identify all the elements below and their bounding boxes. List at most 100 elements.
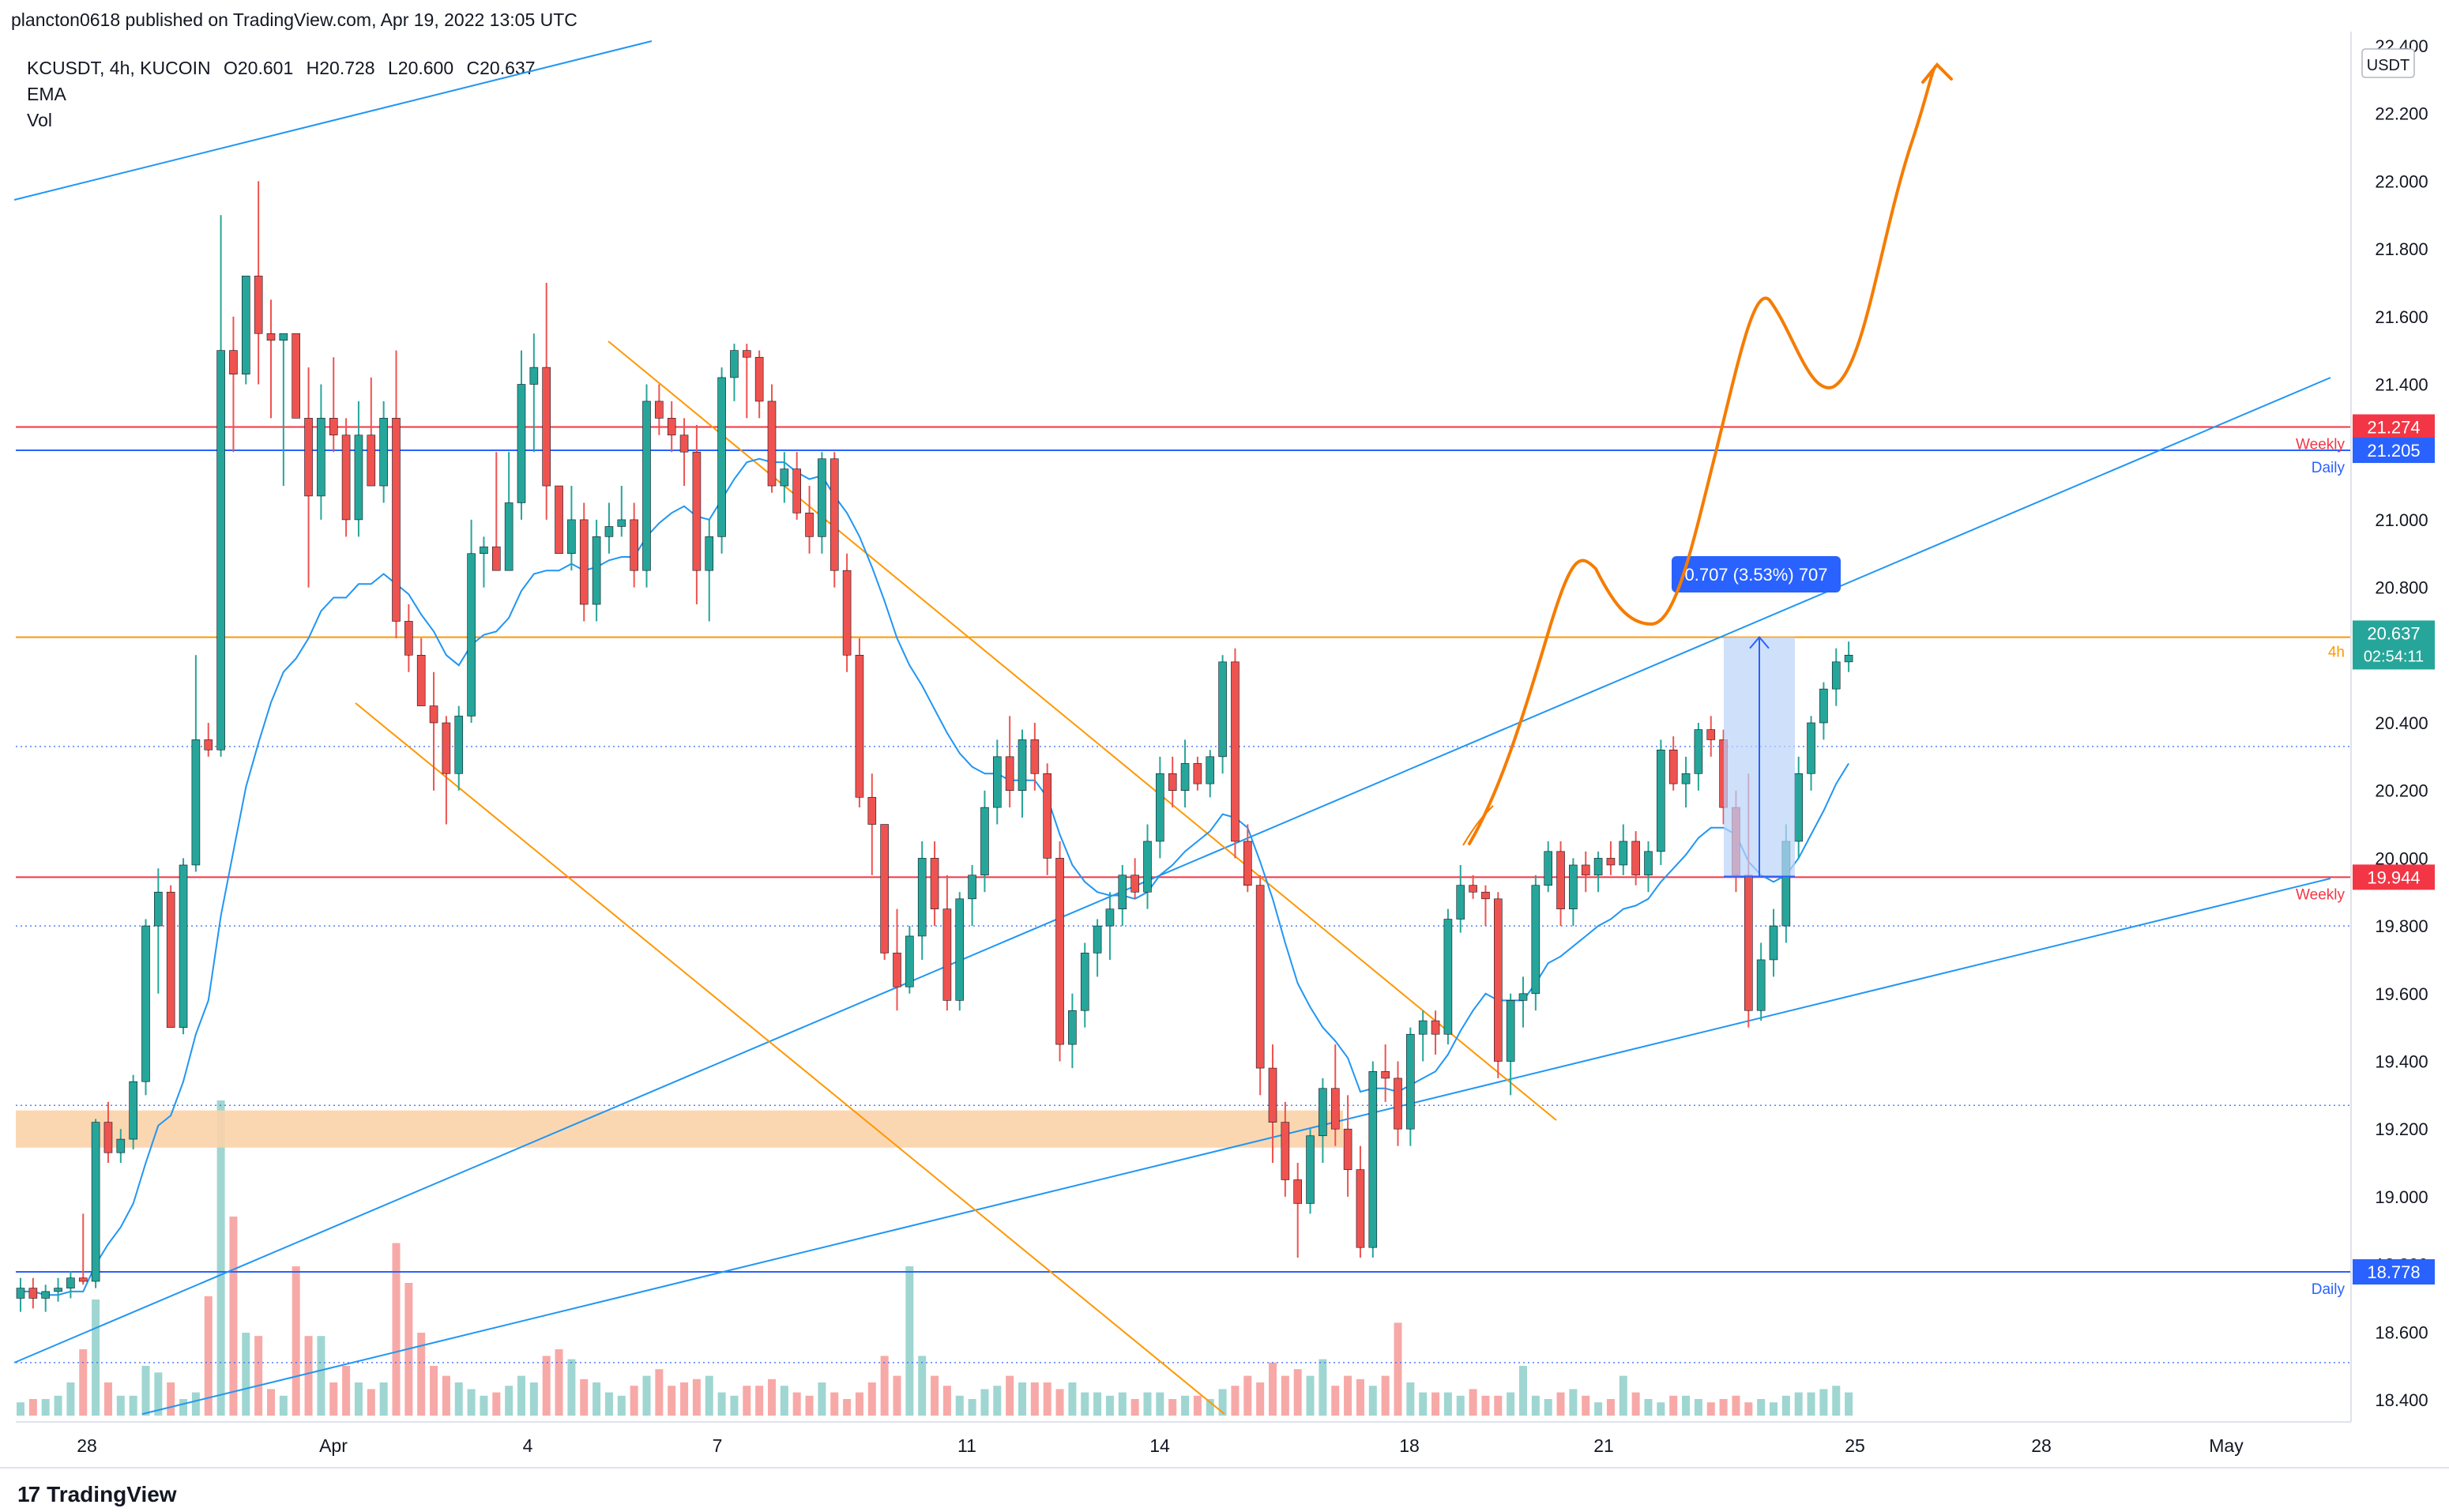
volume-bar <box>1055 1389 1064 1416</box>
upper-channel-trendline <box>13 40 653 201</box>
candle-body <box>341 434 351 521</box>
price-level-tag: Daily <box>2312 1281 2346 1298</box>
candle-body <box>16 1288 25 1299</box>
volume-bar <box>918 1356 927 1416</box>
candle-body <box>28 1288 38 1299</box>
volume-indicator-label[interactable]: Vol <box>27 110 52 130</box>
candle-body <box>1443 919 1453 1035</box>
volume-bar <box>1807 1392 1815 1416</box>
price-level-badge <box>2353 414 2435 440</box>
volume-bar <box>1306 1375 1315 1416</box>
forecast-tail <box>1462 805 1494 846</box>
volume-bar <box>1269 1362 1277 1416</box>
y-tick-label: 21.800 <box>2375 239 2428 259</box>
ohlc-row: KCUSDT, 4h, KUCOIN O20.601 H20.728 L20.6… <box>27 55 544 81</box>
candle-body <box>1193 763 1202 784</box>
ema-indicator-label[interactable]: EMA <box>27 84 66 104</box>
candle-body <box>229 350 238 374</box>
forecast-arrowhead-icon <box>1921 62 1953 84</box>
ema-line <box>21 457 1849 1296</box>
candle-body <box>1394 1078 1402 1130</box>
candle-body <box>354 434 363 521</box>
candle-body <box>429 705 438 724</box>
candle-body <box>567 519 576 555</box>
candle-body <box>1319 1088 1327 1137</box>
volume-bar <box>1181 1395 1190 1416</box>
candle-body <box>917 858 927 937</box>
symbol-label[interactable]: KCUSDT, 4h, KUCOIN <box>27 58 211 78</box>
y-tick-label: 18.600 <box>2375 1322 2428 1342</box>
volume-bar <box>1356 1378 1364 1416</box>
volume-bar <box>1606 1399 1615 1416</box>
volume-bar <box>367 1389 375 1416</box>
candle-body <box>1657 749 1665 852</box>
candle-body <box>179 864 188 1028</box>
candle-body <box>1494 898 1503 1062</box>
candle-body <box>942 908 952 1001</box>
volume-bar <box>1093 1392 1102 1416</box>
y-tick-label: 22.000 <box>2375 171 2428 191</box>
volume-layer <box>17 1100 1853 1416</box>
candle-body <box>604 526 614 537</box>
y-tick-label: 19.200 <box>2375 1119 2428 1139</box>
candle-body <box>1469 885 1477 893</box>
candle-body <box>905 935 914 987</box>
candle-body <box>1668 749 1678 784</box>
candle-body <box>504 502 514 571</box>
candle-body <box>1681 773 1691 784</box>
candle-body <box>1769 925 1778 961</box>
candle-body <box>442 722 451 774</box>
price-level-badge <box>2353 438 2435 464</box>
chart-legend: KCUSDT, 4h, KUCOIN O20.601 H20.728 L20.6… <box>27 55 544 134</box>
candle-body <box>41 1291 51 1299</box>
volume-bar <box>880 1356 889 1416</box>
candle-body <box>480 546 488 555</box>
volume-bar <box>1256 1382 1265 1416</box>
volume-bar <box>480 1395 488 1416</box>
volume-bar <box>968 1399 976 1416</box>
candle-body <box>1518 993 1528 1001</box>
price-level-tag: Weekly <box>2296 436 2345 453</box>
volume-bar <box>1081 1392 1089 1416</box>
candle-body <box>304 418 313 497</box>
volume-bar <box>254 1336 263 1416</box>
measure-arrowhead-icon <box>1749 636 1770 649</box>
volume-bar <box>830 1392 839 1416</box>
tradingview-brand: TradingView <box>47 1482 177 1506</box>
volume-bar <box>1243 1375 1252 1416</box>
volume-bar <box>630 1386 638 1416</box>
candle-body <box>1255 885 1265 1069</box>
candle-body <box>1018 739 1027 791</box>
candle-body <box>1744 874 1753 1011</box>
volume-bar <box>292 1266 300 1416</box>
candle-body <box>555 485 563 555</box>
candle-body <box>930 858 939 909</box>
volume-bar <box>442 1375 450 1416</box>
x-tick-label: 7 <box>713 1435 723 1456</box>
measure-label: 0.707 (3.53%) 707 <box>1684 565 1827 585</box>
descending-channel-top <box>608 340 1557 1121</box>
candle-body <box>1593 858 1603 876</box>
candle-body <box>705 536 714 571</box>
volume-bar <box>1281 1375 1289 1416</box>
candle-body <box>1506 1000 1515 1062</box>
candle-body <box>792 468 802 513</box>
y-tick-label: 20.400 <box>2375 713 2428 733</box>
volume-bar <box>1556 1392 1565 1416</box>
volume-bar <box>680 1382 689 1416</box>
candle-body <box>880 824 889 953</box>
volume-bar <box>1193 1395 1202 1416</box>
candle-body <box>1030 739 1040 774</box>
tradingview-footer[interactable]: 17 TradingView <box>17 1482 177 1507</box>
candle-body <box>392 418 401 622</box>
volume-bar <box>642 1375 651 1416</box>
candle-body <box>1544 851 1552 886</box>
volume-bar <box>542 1356 551 1416</box>
candle-body <box>141 925 150 1082</box>
volume-bar <box>1118 1392 1127 1416</box>
candle-body <box>1631 841 1640 876</box>
candle-body <box>1093 925 1102 953</box>
volume-bar <box>329 1382 338 1416</box>
candle-body <box>1694 729 1703 774</box>
